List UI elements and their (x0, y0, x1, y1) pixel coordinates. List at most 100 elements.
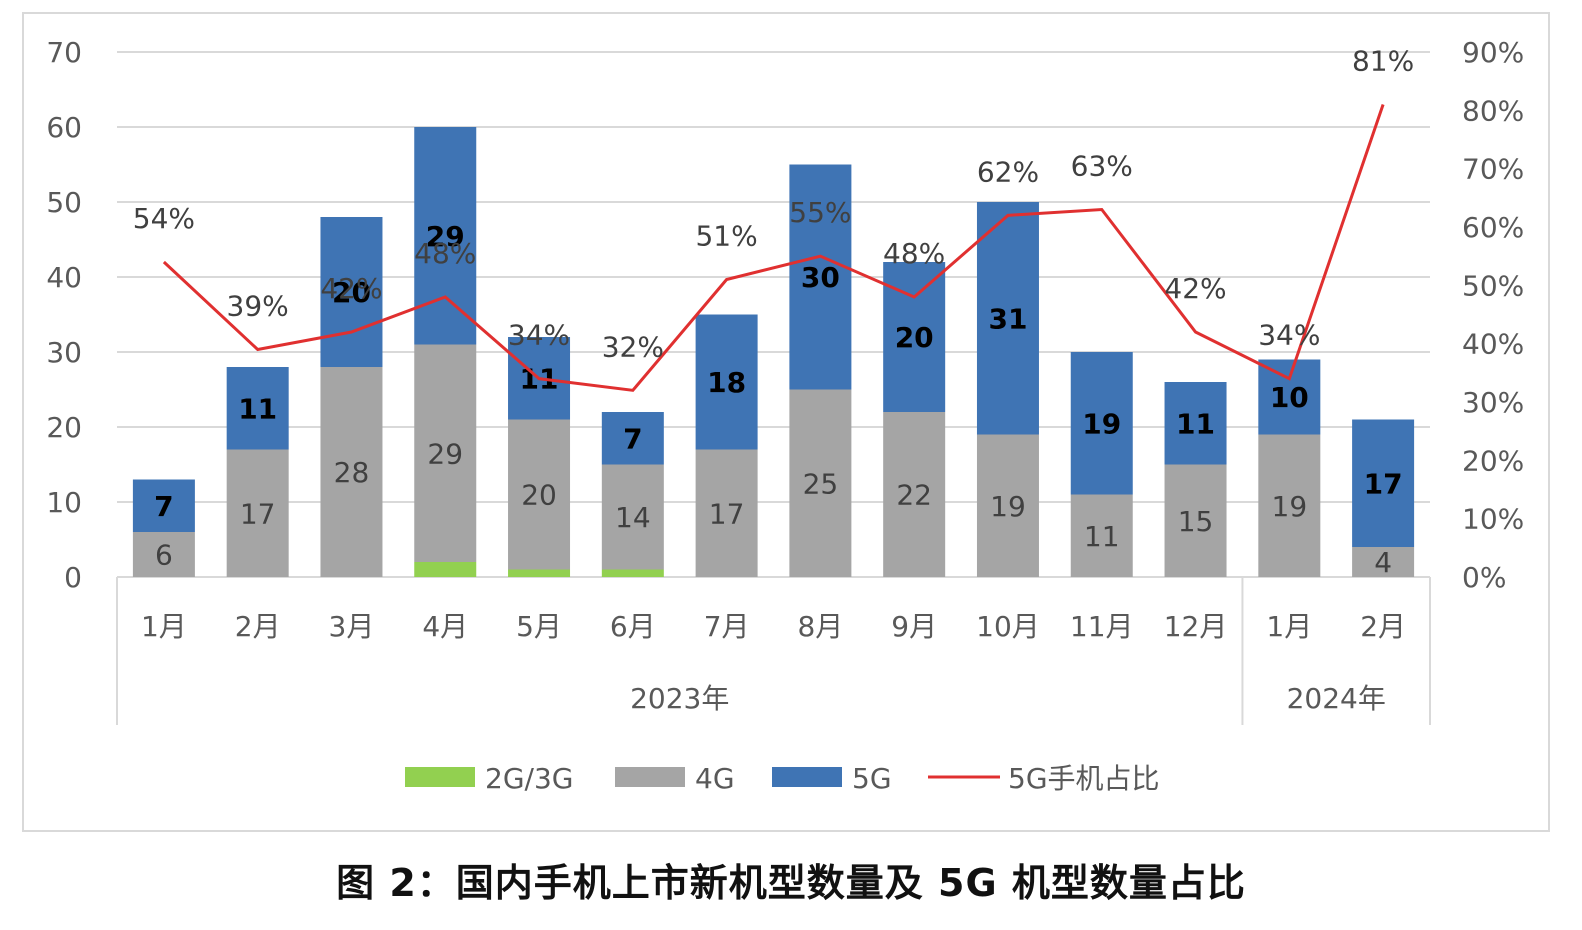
bar-5g (414, 127, 477, 345)
data-label-4g: 22 (896, 479, 932, 512)
legend-label: 2G/3G (485, 762, 573, 795)
bar-4g (508, 419, 571, 570)
legend-swatch (405, 767, 475, 787)
bar-4g (976, 434, 1039, 577)
legend-label: 5G (852, 762, 892, 795)
line-data-label: 81% (1352, 45, 1414, 78)
chart-svg: 0 10 20 30 40 50 60 70 0% 10% 20% 30% 40% 50% 60% 70% 80… (46, 36, 1524, 795)
y-right-tick-label: 90% (1462, 36, 1524, 69)
data-label-4g: 17 (709, 497, 745, 530)
bar-5g (320, 217, 383, 367)
line-5g-share (162, 104, 1385, 392)
bar-5g (226, 367, 289, 450)
data-label-4g: 25 (803, 467, 839, 500)
bar-4g (1258, 434, 1321, 577)
data-label-4g: 11 (1084, 520, 1120, 553)
category-tick-label: 2月 (1360, 610, 1406, 643)
y-right-tick-label: 60% (1462, 211, 1524, 244)
bar-4g (132, 532, 195, 577)
line-data-label: 34% (1258, 319, 1320, 352)
y-right-tick-label: 80% (1462, 94, 1524, 127)
category-tick-label: 6月 (610, 610, 656, 643)
line-data-label: 48% (883, 237, 945, 270)
data-label-5g: 20 (895, 321, 934, 354)
category-tick-label: 12月 (1164, 610, 1228, 643)
category-tick-label: 10月 (976, 610, 1040, 643)
y-left-tick-label: 10 (46, 486, 82, 519)
figure-caption: 图 2：国内手机上市新机型数量及 5G 机型数量占比 (336, 861, 1246, 905)
bar-4g (1352, 547, 1415, 577)
category-tick-label: 7月 (704, 610, 750, 643)
bar-4g (1164, 464, 1227, 577)
line-data-label: 34% (508, 319, 570, 352)
data-label-4g: 28 (334, 456, 370, 489)
bar-5g (1258, 359, 1321, 435)
y-left-tick-label: 50 (46, 186, 82, 219)
bar-5g (1352, 419, 1415, 547)
data-label-5g: 7 (623, 422, 642, 455)
year-group-label: 2023年 (630, 682, 729, 715)
data-label-4g: 20 (521, 479, 557, 512)
data-label-5g: 18 (707, 366, 746, 399)
y-right-tick-label: 30% (1462, 386, 1524, 419)
bar-4g (414, 344, 477, 562)
bar-4g (1070, 494, 1133, 577)
line-data-label: 42% (320, 272, 382, 305)
y-right-tick-label: 0% (1462, 561, 1506, 594)
line-data-label: 48% (414, 237, 476, 270)
bar-5g (1070, 352, 1133, 495)
data-label-4g: 15 (1178, 505, 1214, 538)
category-tick-label: 8月 (797, 610, 843, 643)
bar-5g (789, 164, 852, 390)
line-data-label: 62% (977, 155, 1039, 188)
bar-4g (789, 389, 852, 577)
legend-swatch (615, 767, 685, 787)
category-tick-label: 11月 (1070, 610, 1134, 643)
y-right-tick-label: 70% (1462, 153, 1524, 186)
bar-5g (976, 202, 1039, 435)
data-label-5g: 10 (1270, 381, 1309, 414)
line-data-label: 54% (133, 202, 195, 235)
data-label-4g: 6 (155, 539, 173, 572)
bar-4g (601, 464, 664, 570)
data-label-5g: 11 (1176, 407, 1215, 440)
y-left-tick-label: 0 (64, 561, 82, 594)
data-label-5g: 17 (1364, 467, 1403, 500)
data-label-4g: 19 (1272, 490, 1308, 523)
bar-4g (226, 449, 289, 577)
category-tick-label: 3月 (329, 610, 375, 643)
line-data-label: 55% (789, 196, 851, 229)
y-right-tick-label: 50% (1462, 269, 1524, 302)
line-data-label: 63% (1071, 150, 1133, 183)
category-tick-label: 5月 (516, 610, 562, 643)
bar-4g (883, 412, 946, 577)
category-tick-label: 4月 (422, 610, 468, 643)
category-tick-label: 1月 (1266, 610, 1312, 643)
data-label-4g: 29 (427, 437, 463, 470)
line-data-label: 51% (695, 220, 757, 253)
category-tick-label: 1月 (141, 610, 187, 643)
y-right-tick-label: 40% (1462, 328, 1524, 361)
y-left-tick-label: 40 (46, 261, 82, 294)
y-left-tick-label: 30 (46, 336, 82, 369)
data-label-5g: 11 (238, 392, 277, 425)
bar-5g (1164, 382, 1227, 465)
line-data-label: 39% (227, 290, 289, 323)
line-data-label: 32% (602, 330, 664, 363)
data-label-5g: 30 (801, 261, 840, 294)
y-left-tick-label: 20 (46, 411, 82, 444)
data-label-5g: 20 (332, 276, 371, 309)
legend-label: 5G手机占比 (1008, 762, 1160, 795)
y-left-tick-label: 70 (46, 36, 82, 69)
category-tick-label: 9月 (891, 610, 937, 643)
data-label-5g: 29 (426, 220, 465, 253)
data-label-4g: 4 (1374, 546, 1392, 579)
data-label-4g: 14 (615, 501, 651, 534)
bar-2g-3g (508, 569, 571, 577)
bar-2g-3g (414, 562, 477, 577)
line-data-label: 42% (1164, 272, 1226, 305)
bar-4g (320, 367, 383, 577)
category-tick-label: 2月 (235, 610, 281, 643)
data-label-4g: 19 (990, 490, 1026, 523)
y-right-tick-label: 20% (1462, 444, 1524, 477)
